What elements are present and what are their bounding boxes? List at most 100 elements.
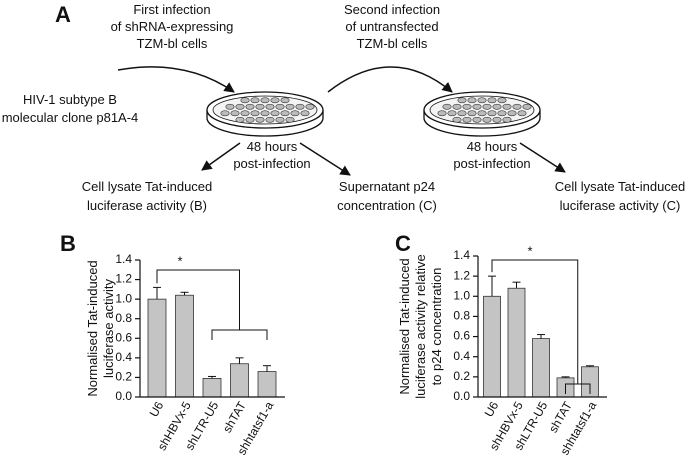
y-tick-label: 0.2	[453, 369, 470, 383]
panel-label: B	[60, 231, 76, 256]
bar	[202, 378, 222, 398]
arrow	[117, 66, 235, 93]
cell	[235, 103, 245, 110]
step-label-line: of shRNA-expressing	[111, 19, 234, 34]
arrow	[299, 142, 351, 176]
cell	[285, 116, 295, 123]
y-tick-label: 1.0	[453, 288, 470, 302]
output-label-line: luciferase activity (C)	[560, 198, 681, 213]
cell	[502, 103, 512, 110]
cell	[477, 97, 487, 104]
y-tick-label: 0.8	[115, 311, 132, 325]
y-tick-label: 0.2	[115, 370, 132, 384]
cell	[462, 116, 472, 123]
cell	[487, 110, 497, 117]
cell	[502, 116, 512, 123]
cell	[280, 110, 290, 117]
bar	[257, 371, 277, 398]
y-axis-label: Normalised Tat-inducedluciferase activit…	[85, 260, 116, 396]
source-label: HIV-1 subtype B molecular clone p81A-4	[2, 92, 139, 125]
y-tick-label: 0.0	[115, 389, 132, 403]
cell	[457, 110, 467, 117]
cell	[457, 97, 467, 104]
significance-star: *	[177, 253, 182, 268]
output-label: Cell lysate Tat-induced luciferase activi…	[555, 179, 685, 213]
cell	[260, 110, 270, 117]
bar	[230, 363, 249, 398]
arrow	[519, 142, 566, 173]
cell	[255, 116, 265, 123]
step-label-line: of untransfected	[345, 19, 438, 34]
cell	[477, 110, 487, 117]
source-label-line: molecular clone p81A-4	[2, 110, 139, 125]
arrow	[201, 142, 241, 171]
cell	[295, 103, 305, 110]
cell	[265, 103, 275, 110]
output-label-line: Cell lysate Tat-induced	[555, 179, 685, 194]
cell	[472, 116, 482, 123]
cell	[487, 97, 497, 104]
y-tick-label: 1.4	[115, 252, 132, 266]
output-label-line: Cell lysate Tat-induced	[82, 179, 213, 194]
cell	[462, 103, 472, 110]
arrow	[327, 66, 453, 93]
cell	[270, 97, 280, 104]
cell	[482, 116, 492, 123]
cell	[482, 103, 492, 110]
cell	[452, 116, 462, 123]
bar	[507, 287, 526, 398]
cell	[255, 103, 265, 110]
cell	[467, 110, 477, 117]
cell	[447, 110, 457, 117]
cell	[497, 97, 507, 104]
cell	[300, 110, 310, 117]
cell	[220, 110, 230, 117]
y-tick-label: 1.2	[115, 272, 132, 286]
cell	[245, 103, 255, 110]
cell	[270, 110, 280, 117]
cell	[472, 103, 482, 110]
significance-bracket	[491, 259, 579, 384]
bar	[175, 294, 194, 398]
significance-bracket	[156, 269, 240, 330]
cell	[275, 103, 285, 110]
x-tick-label: U6	[147, 399, 167, 420]
step-label-line: TZM-bl cells	[137, 36, 208, 51]
cell	[290, 110, 300, 117]
cell	[452, 103, 462, 110]
cell	[522, 103, 532, 110]
cell	[492, 116, 502, 123]
y-axis-label: Normalised Tat-inducedluciferase activit…	[397, 254, 444, 399]
bar	[483, 295, 501, 398]
step-label-line: Second infection	[344, 2, 440, 17]
cell	[305, 103, 315, 110]
cell	[442, 103, 452, 110]
output-label-line: Supernatant p24	[339, 179, 435, 194]
time-label-line: post-infection	[453, 156, 530, 171]
y-tick-label: 0.8	[453, 309, 470, 323]
time-label: 48 hours post-infection	[233, 139, 310, 171]
cell	[240, 110, 250, 117]
cell	[280, 97, 290, 104]
y-tick-label: 1.2	[453, 268, 470, 282]
cell	[245, 116, 255, 123]
output-label-line: concentration (C)	[337, 198, 437, 213]
group-bracket	[211, 329, 268, 340]
cell	[517, 110, 527, 117]
cell	[507, 110, 517, 117]
y-tick-label: 0.0	[453, 389, 470, 403]
time-label: 48 hours post-infection	[453, 139, 530, 171]
cell	[492, 103, 502, 110]
step-label-line: First infection	[133, 2, 210, 17]
output-label: Cell lysate Tat-induced luciferase activi…	[82, 179, 213, 213]
y-axis-label-line: luciferase activity relative	[413, 254, 428, 399]
y-axis-label-line: Normalised Tat-induced	[397, 258, 412, 394]
y-axis-label-line: to p24 concentration	[429, 268, 444, 386]
output-label-line: luciferase activity (B)	[87, 198, 207, 213]
group-bracket	[565, 383, 591, 394]
cell	[467, 97, 477, 104]
y-tick-label: 1.4	[453, 248, 470, 262]
cell	[497, 110, 507, 117]
x-tick-label: U6	[482, 399, 502, 420]
